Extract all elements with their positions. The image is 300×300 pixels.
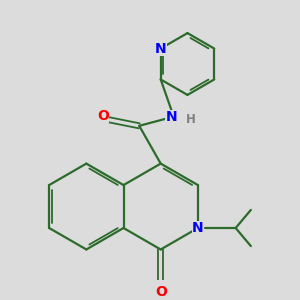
Text: O: O [155, 285, 167, 299]
Text: H: H [186, 113, 196, 126]
Text: O: O [97, 110, 109, 123]
Text: N: N [192, 221, 204, 235]
Text: N: N [155, 41, 167, 56]
Text: N: N [166, 110, 177, 124]
